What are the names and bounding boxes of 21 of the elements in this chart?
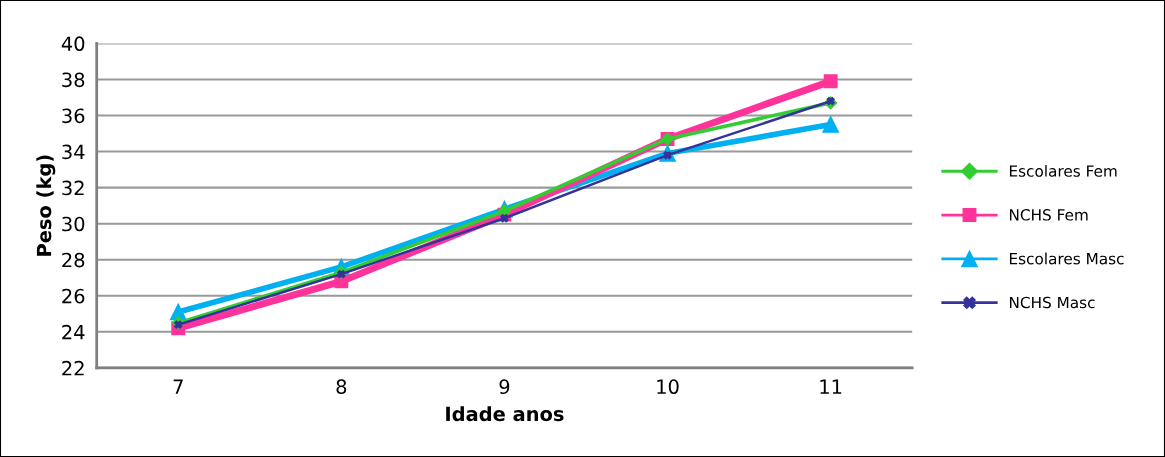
y-tick-label: 36 (62, 108, 85, 124)
y-tick-label: 30 (62, 216, 85, 232)
x-tick-label: 10 (657, 379, 679, 395)
y-tick-label: 32 (62, 180, 84, 196)
y-tick-label: 38 (62, 72, 85, 88)
x-axis-title: Idade anos (446, 406, 564, 422)
y-tick-label: 34 (62, 144, 85, 160)
legend-label: NCHS Fem (1009, 209, 1088, 221)
y-axis-title: Peso (kg) (36, 155, 56, 256)
y-tick-label: 40 (61, 36, 85, 52)
legend-label: Escolares Fem (1009, 164, 1117, 177)
x-tick-label: 7 (173, 379, 183, 394)
y-tick-label: 22 (62, 360, 84, 376)
y-tick-label: 28 (62, 252, 85, 268)
x-tick-label: 9 (499, 379, 510, 395)
y-tick-label: 26 (62, 288, 85, 304)
legend-label: Escolares Masc (1009, 252, 1124, 265)
legend-label: NCHS Masc (1009, 296, 1095, 309)
y-tick-label: 24 (62, 324, 85, 340)
x-tick-label: 8 (336, 379, 347, 395)
x-tick-label: 11 (820, 379, 842, 394)
